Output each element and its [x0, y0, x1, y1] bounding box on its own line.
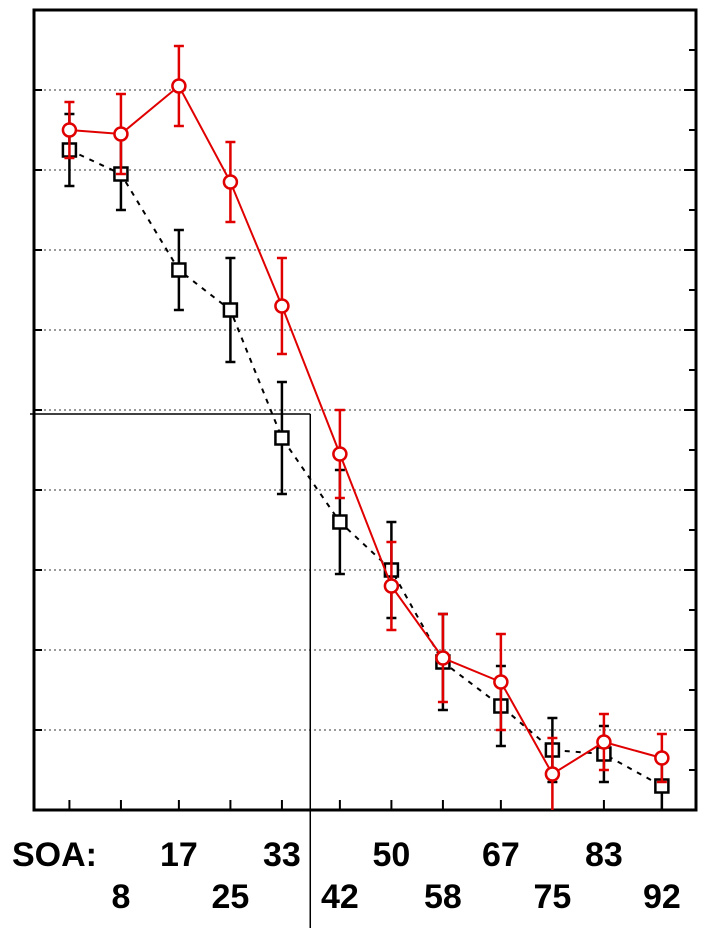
series-0-point-10	[596, 734, 612, 750]
series-0-point-7	[435, 650, 451, 666]
x-tick-label-row1-0: 17	[160, 836, 198, 874]
series-1-line	[68, 149, 663, 787]
grid-layer	[34, 89, 696, 731]
series-0-point-3	[222, 174, 239, 190]
ref-layer	[30, 413, 312, 928]
ticks-layer	[34, 49, 696, 810]
series-0-line	[69, 84, 663, 776]
series-1-point-4	[274, 430, 290, 446]
series-0-point-4	[274, 298, 290, 314]
x-tick-label-row1-2: 50	[372, 836, 410, 874]
series-1-point-3	[222, 302, 239, 318]
series-0-point-9	[544, 766, 561, 782]
x-tick-label-row2-3: 58	[424, 878, 462, 916]
series-0-point-8	[493, 674, 509, 690]
series-0-point-1	[113, 126, 129, 142]
series-0	[61, 44, 670, 810]
series-0-point-2	[171, 78, 187, 94]
series-layer	[61, 44, 670, 810]
x-tick-label-row2-5: 92	[643, 878, 681, 916]
series-1	[61, 112, 670, 810]
series-1-point-5	[332, 514, 348, 530]
x-tick-label-row2-2: 42	[321, 878, 359, 916]
series-0-point-0	[61, 122, 78, 138]
series-0-point-5	[332, 446, 348, 462]
series-0-point-11	[654, 750, 670, 766]
x-tick-label-row2-0: 8	[111, 878, 130, 916]
x-tick-label-row2-4: 75	[533, 878, 571, 916]
x-tick-label-row1-3: 67	[482, 836, 520, 874]
x-tick-label-row1-1: 33	[263, 836, 301, 874]
x-tick-label-row2-1: 25	[211, 878, 249, 916]
x-tick-label-row1-4: 83	[585, 836, 623, 874]
series-1-point-2	[171, 262, 187, 278]
series-0-point-6	[383, 578, 400, 594]
x-axis-label: SOA:	[12, 836, 97, 874]
labels-layer: SOA: 17 33 50 67 83 8 25 42 58 75 92	[12, 836, 681, 916]
